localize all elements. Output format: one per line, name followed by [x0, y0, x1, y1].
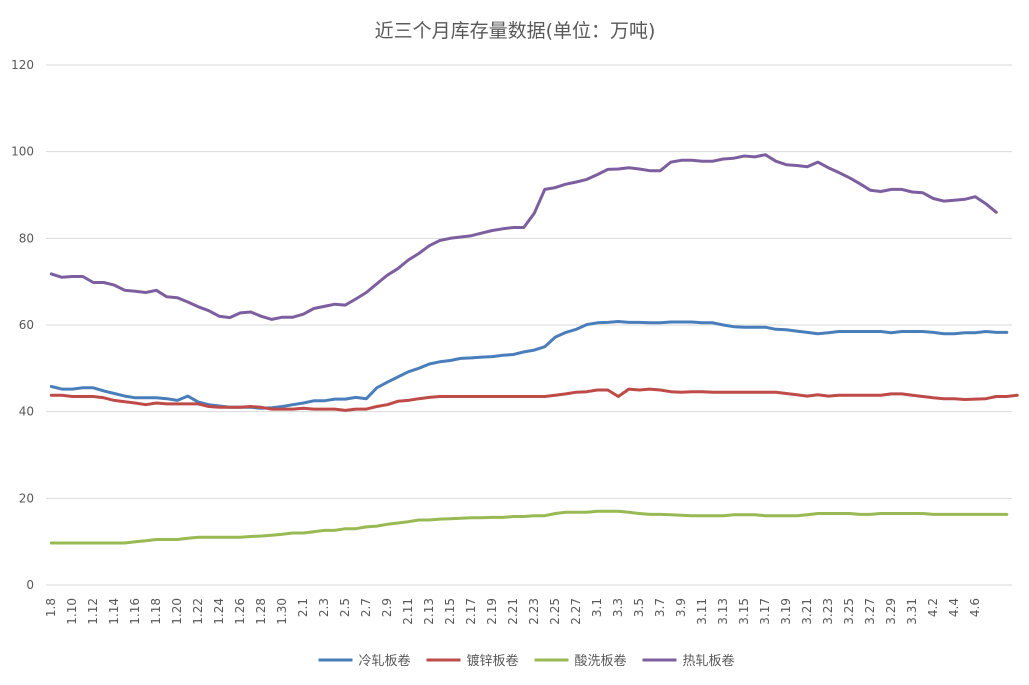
x-tick-label: 2.3 [317, 598, 331, 617]
x-tick-label: 1.24 [212, 598, 226, 625]
x-tick-label: 2.27 [569, 598, 583, 625]
legend-label: 冷轧板卷 [359, 653, 411, 669]
y-tick-label: 100 [11, 145, 34, 159]
x-tick-label: 3.29 [884, 598, 898, 625]
y-tick-label: 80 [19, 231, 34, 245]
x-tick-label: 3.21 [800, 598, 814, 625]
x-tick-label: 2.19 [485, 598, 499, 625]
x-tick-label: 1.18 [149, 598, 163, 625]
x-tick-label: 3.25 [842, 598, 856, 625]
x-tick-label: 3.23 [821, 598, 835, 625]
series-line-2 [49, 387, 1019, 412]
x-tick-label: 3.7 [653, 598, 667, 617]
series-line-3 [49, 509, 1009, 545]
x-tick-label: 1.16 [128, 598, 142, 625]
x-tick-label: 2.15 [443, 598, 457, 625]
x-tick-label: 1.28 [254, 598, 268, 625]
x-tick-label: 1.26 [233, 598, 247, 625]
x-tick-label: 3.3 [611, 598, 625, 617]
legend-label: 镀锌板卷 [467, 653, 519, 669]
series-lines [49, 153, 1019, 545]
legend-label: 热轧板卷 [683, 653, 735, 669]
x-tick-label: 1.20 [170, 598, 184, 625]
x-tick-label: 3.9 [674, 598, 688, 617]
x-axis-ticks: 1.8 1.10 1.12 1.14 1.16 1.18 1.20 1.22 1.24 1.26 1… [44, 598, 982, 625]
x-tick-label: 1.10 [65, 598, 79, 625]
x-tick-label: 3.1 [590, 598, 604, 617]
y-tick-label: 60 [19, 318, 34, 332]
x-tick-label: 1.12 [86, 598, 100, 625]
legend: 冷轧板卷 镀锌板卷 酸洗板卷 热轧板卷 [318, 653, 735, 669]
x-tick-label: 2.13 [422, 598, 436, 625]
x-tick-label: 3.17 [758, 598, 772, 625]
x-tick-label: 1.22 [191, 598, 205, 625]
x-tick-label: 2.23 [527, 598, 541, 625]
x-tick-label: 2.21 [506, 598, 520, 625]
x-tick-label: 2.25 [548, 598, 562, 625]
y-tick-label: 40 [19, 405, 34, 419]
legend-label: 酸洗板卷 [575, 653, 627, 669]
x-tick-label: 1.8 [44, 598, 58, 617]
x-tick-label: 3.27 [863, 598, 877, 625]
y-tick-label: 20 [19, 491, 34, 505]
x-tick-label: 2.17 [464, 598, 478, 625]
series-line-4 [49, 153, 998, 321]
x-tick-label: 2.7 [359, 598, 373, 617]
x-tick-label: 2.5 [338, 598, 352, 617]
series-line-1 [49, 320, 1009, 410]
x-tick-label: 2.11 [401, 598, 415, 625]
x-tick-label: 1.14 [107, 598, 121, 625]
x-tick-label: 3.13 [716, 598, 730, 625]
x-tick-label: 2.1 [296, 598, 310, 617]
y-tick-label: 120 [11, 58, 34, 72]
y-tick-label: 0 [26, 578, 34, 592]
x-tick-label: 3.5 [632, 598, 646, 617]
x-tick-label: 4.6 [968, 598, 982, 617]
chart-title: 近三个月库存量数据(单位：万吨) [375, 20, 656, 42]
x-tick-label: 3.31 [905, 598, 919, 625]
x-tick-label: 3.11 [695, 598, 709, 625]
x-tick-label: 4.4 [947, 598, 961, 617]
x-tick-label: 1.30 [275, 598, 289, 625]
gridlines [46, 64, 1012, 586]
x-tick-label: 4.2 [926, 598, 940, 617]
x-tick-label: 3.19 [779, 598, 793, 625]
x-tick-label: 3.15 [737, 598, 751, 625]
y-axis-ticks: 0 20 40 60 80 100 120 [11, 58, 34, 592]
x-tick-label: 2.9 [380, 598, 394, 617]
